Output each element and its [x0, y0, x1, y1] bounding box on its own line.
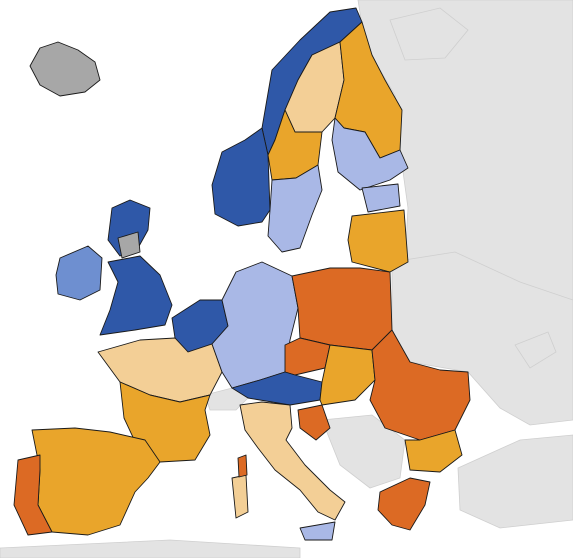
- region-italy: [239, 401, 346, 521]
- turkey: [457, 434, 573, 529]
- region-ireland: [55, 245, 103, 301]
- region-scotland-highlands-nodata: [117, 231, 141, 259]
- north-africa: [0, 539, 301, 558]
- region-iceland: [29, 41, 101, 97]
- region-romania: [369, 329, 471, 441]
- region-latvia-lithuania: [347, 209, 409, 273]
- kola-peninsula: [389, 7, 469, 61]
- region-corsica: [237, 454, 248, 478]
- region-estonia: [361, 183, 401, 213]
- region-poland: [291, 267, 393, 351]
- region-england: [99, 255, 173, 336]
- region-sweden-south: [267, 164, 323, 253]
- region-portugal: [13, 454, 53, 536]
- region-finland-south: [331, 117, 409, 191]
- region-greece: [377, 477, 431, 531]
- region-sicily: [299, 521, 336, 541]
- crimea: [514, 331, 557, 369]
- region-bulgaria: [404, 429, 463, 473]
- region-croatia: [297, 404, 331, 441]
- region-norway-south: [211, 127, 271, 227]
- balkans-non-eu: [321, 414, 406, 489]
- region-hungary-slovakia: [319, 344, 376, 406]
- switzerland: [204, 387, 249, 411]
